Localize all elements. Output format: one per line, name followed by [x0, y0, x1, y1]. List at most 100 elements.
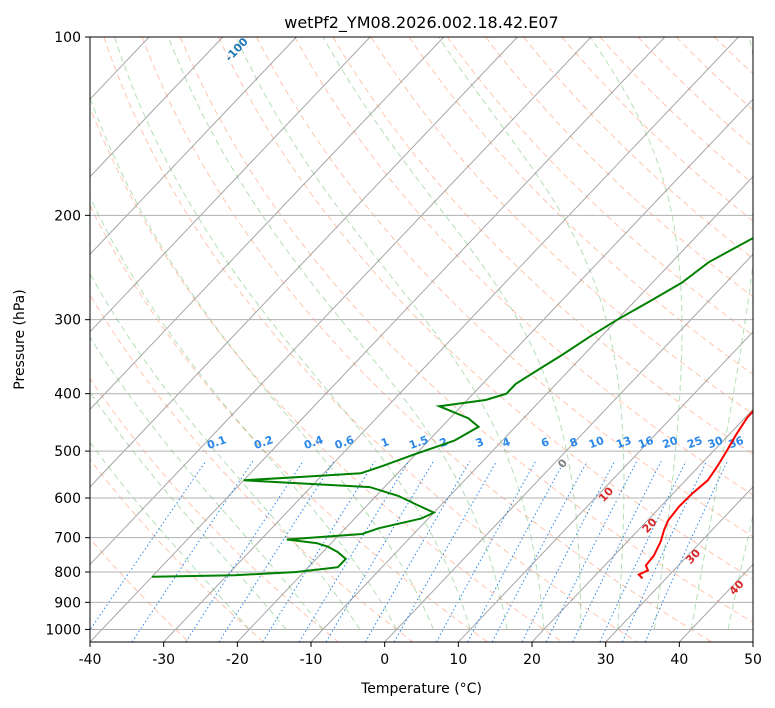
- y-tick-label: 200: [54, 208, 81, 224]
- isoline-labels: -100-90-80-70-60-50-40-30-20-10010203040…: [205, 37, 747, 598]
- x-tick-label: -10: [300, 652, 323, 668]
- y-tick-label: 400: [54, 387, 81, 403]
- dewpoint-profile: [151, 237, 753, 578]
- moist-adiabat: [90, 441, 250, 630]
- background-lines: [90, 37, 753, 642]
- y-tick-label: 800: [54, 565, 81, 581]
- mixing-ratio-label: 16: [636, 434, 655, 452]
- dry-adiabat: [90, 106, 563, 642]
- temperature-profile: [637, 284, 753, 580]
- mixing-ratio-line: [467, 460, 565, 642]
- isotherm: [90, 37, 518, 488]
- mixing-ratio-line: [521, 460, 616, 642]
- dry-adiabat: [599, 37, 753, 185]
- mixing-ratio-label: 1.5: [407, 433, 430, 452]
- x-axis-title: Temperature (°C): [360, 681, 482, 697]
- mixing-ratio-label: 4: [501, 435, 513, 450]
- isotherm: [90, 37, 666, 642]
- moist-adiabat: [90, 391, 287, 630]
- mixing-ratio-label: 20: [661, 434, 680, 452]
- x-tick-label: 0: [380, 652, 389, 668]
- mixing-ratio-line: [185, 460, 304, 642]
- dry-adiabat: [446, 37, 753, 336]
- x-tick-label: 10: [449, 652, 467, 668]
- mixing-ratio-line: [621, 460, 708, 642]
- mixing-ratio-line: [218, 460, 335, 642]
- moist-adiabat: [438, 37, 625, 630]
- moist-adiabat: [167, 37, 508, 630]
- mixing-ratio-line: [644, 460, 728, 642]
- y-tick-label: 600: [54, 491, 81, 507]
- mixing-ratio-label: 1: [379, 435, 391, 450]
- moist-adiabat: [90, 196, 398, 630]
- dry-adiabat: [294, 37, 753, 496]
- isotherm: [90, 37, 445, 411]
- mixing-ratio-line: [599, 460, 687, 642]
- moist-adiabat: [322, 37, 582, 630]
- mixing-ratio-line: [491, 460, 588, 642]
- moist-adiabat: [235, 37, 545, 630]
- y-tick-label: 500: [54, 444, 81, 460]
- x-tick-label: -40: [79, 652, 102, 668]
- isotherm: [163, 37, 739, 642]
- y-tick-label: 1000: [45, 622, 81, 638]
- y-tick-label: 900: [54, 595, 81, 611]
- mixing-ratio-line: [435, 460, 537, 642]
- moist-adiabat: [90, 336, 324, 630]
- dry-adiabat: [90, 537, 190, 642]
- mixing-ratio-label: 8: [568, 435, 580, 450]
- mixing-ratio-label: 0.1: [205, 433, 228, 452]
- mixing-ratio-label: 30: [706, 434, 725, 452]
- isotherm: [90, 37, 592, 566]
- mixing-ratio-line: [131, 460, 254, 642]
- mixing-ratio-line: [572, 460, 662, 642]
- dry-adiabat: [141, 37, 712, 642]
- mixing-ratio-label: 10: [587, 434, 606, 452]
- mixing-ratio-label: 3: [474, 435, 486, 450]
- dry-adiabat: [179, 37, 753, 623]
- mixing-ratio-label: 25: [685, 434, 704, 451]
- moist-adiabat: [589, 37, 683, 630]
- isotherm: [384, 253, 753, 642]
- dry-adiabat: [90, 293, 414, 642]
- mixing-ratio-label: 36: [727, 434, 746, 452]
- moist-adiabat: [90, 272, 361, 630]
- y-tick-label: 100: [54, 30, 81, 46]
- mixing-ratio-line: [393, 460, 498, 642]
- x-tick-label: -30: [152, 652, 175, 668]
- mixing-ratio-label: 0.4: [302, 433, 325, 452]
- isotherm: [90, 37, 297, 256]
- y-tick-label: 700: [54, 531, 81, 547]
- x-tick-label: 30: [597, 652, 615, 668]
- mixing-ratio-line: [545, 460, 638, 642]
- mixing-ratio-line: [262, 460, 376, 642]
- dry-adiabat: [90, 458, 264, 642]
- moist-adiabat: [727, 513, 753, 630]
- x-tick-label: 50: [744, 652, 762, 668]
- isotherm: [90, 37, 224, 178]
- chart-title: wetPf2_YM08.2026.002.18.42.E07: [284, 13, 558, 33]
- isotherm: [531, 408, 753, 642]
- isotherm: [457, 331, 753, 642]
- y-axis-title: Pressure (hPa): [12, 289, 28, 389]
- mixing-ratio-label: 0.2: [252, 433, 275, 452]
- mixing-ratio-label: 13: [614, 434, 633, 451]
- x-tick-label: 40: [670, 652, 688, 668]
- x-tick-label: -20: [226, 652, 249, 668]
- y-axis-ticks: 100 200 300 400 500 600 700 800 900 1000: [45, 30, 90, 638]
- y-tick-label: 300: [54, 313, 81, 329]
- isotherm: [236, 98, 753, 642]
- dry-adiabat: [332, 37, 753, 455]
- x-axis-ticks: -40 -30 -20 -10 0 10 20 30 40 50: [79, 642, 762, 668]
- isotherm: [605, 486, 753, 642]
- x-tick-label: 20: [523, 652, 541, 668]
- mixing-ratio-label: 0.6: [333, 433, 356, 452]
- dry-adiabat: [485, 37, 753, 298]
- mixing-ratio-label: 6: [539, 435, 551, 450]
- profiles: [151, 237, 753, 580]
- isotherm: [90, 37, 371, 333]
- plot-frame: [89, 36, 754, 643]
- dry-adiabat: [370, 37, 753, 415]
- isotherm: [310, 176, 753, 642]
